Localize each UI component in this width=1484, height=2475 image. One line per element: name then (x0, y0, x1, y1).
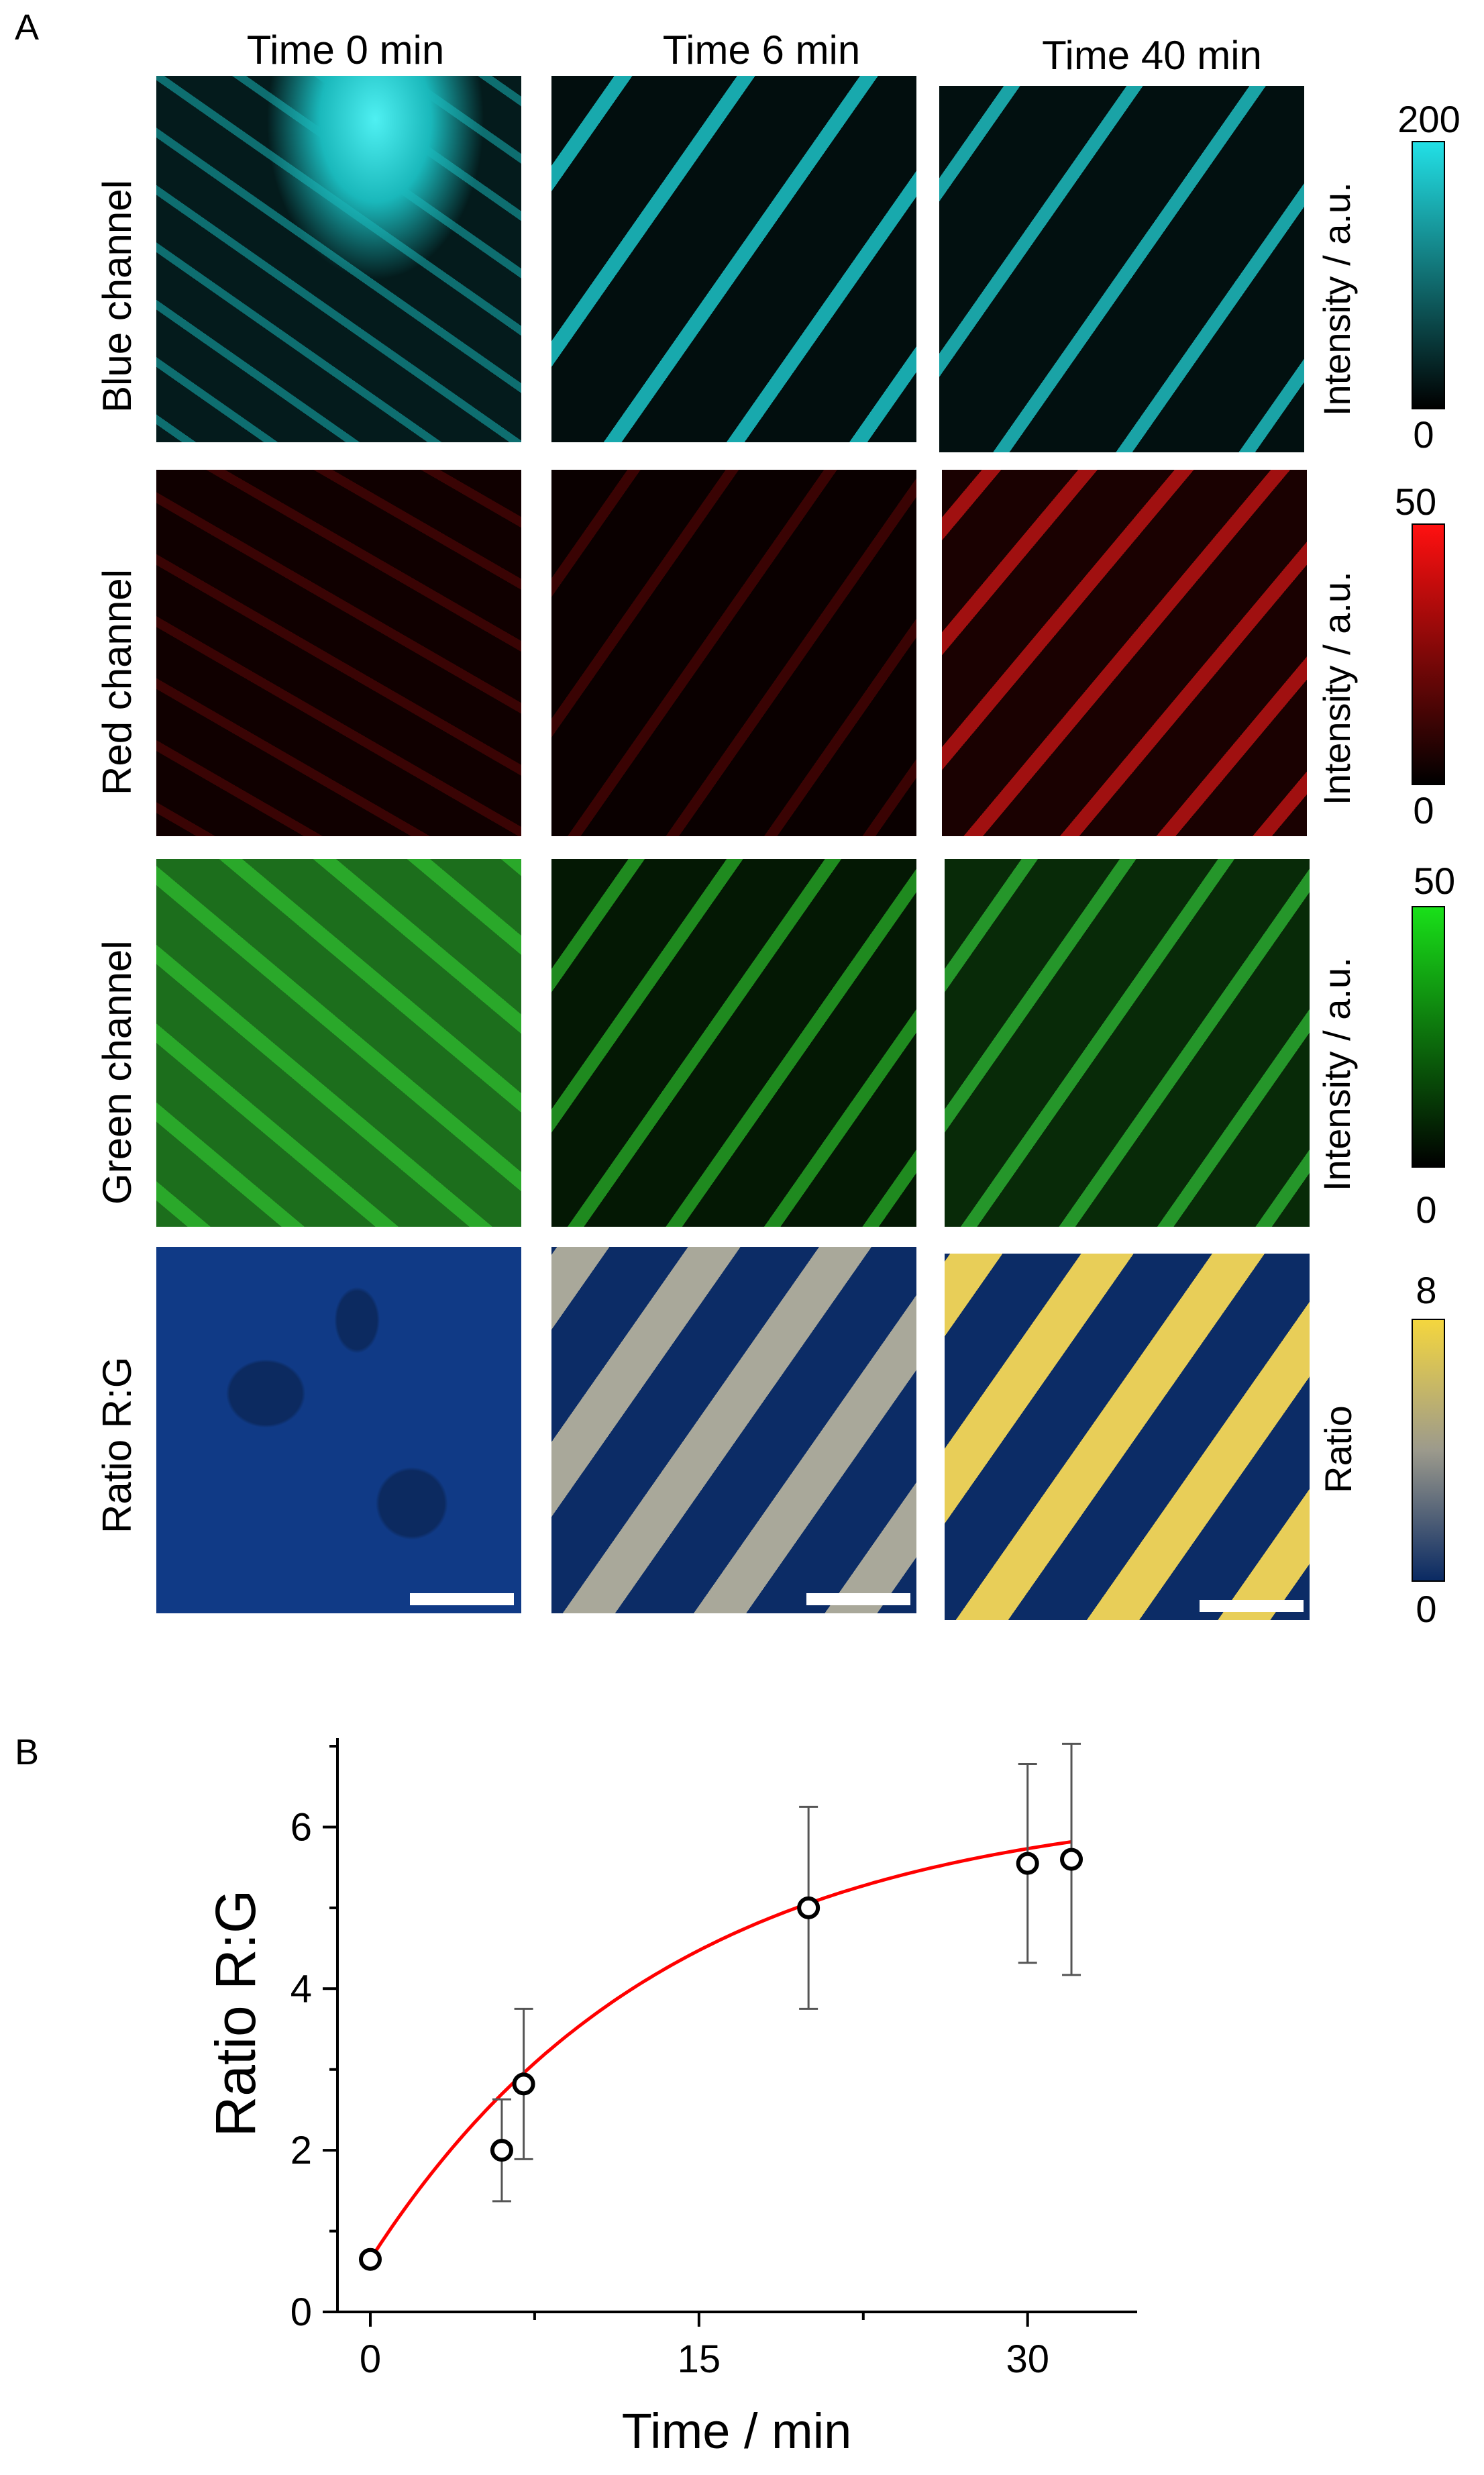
data-point (1060, 1848, 1083, 1871)
image-ratio-6min (551, 1247, 916, 1613)
image-green-0min (156, 859, 521, 1227)
image-red-40min (942, 470, 1307, 836)
colorbar-ratio (1412, 1319, 1445, 1582)
y-tick-label: 0 (290, 2290, 312, 2334)
colorbar-max-ratio: 8 (1416, 1269, 1437, 1311)
image-blue-6min (551, 76, 916, 442)
scale-bar (806, 1593, 910, 1605)
x-tick-label: 15 (678, 2337, 721, 2381)
colorbar-max-red: 50 (1394, 481, 1437, 523)
column-title-time-6: Time 6 min (662, 28, 861, 72)
panel-a-letter: A (15, 7, 40, 48)
colorbar-min-ratio: 0 (1416, 1588, 1437, 1630)
colorbar-max-blue: 200 (1397, 98, 1461, 140)
image-ratio-40min (945, 1254, 1310, 1620)
colorbar-blue (1412, 141, 1445, 409)
fit-curve (368, 1840, 1072, 2261)
x-axis-label: Time / min (622, 2403, 852, 2459)
y-tick-label: 4 (290, 1967, 312, 2011)
scale-bar (1200, 1600, 1304, 1612)
y-tick-label: 6 (290, 1805, 312, 1849)
image-red-0min (156, 470, 521, 836)
y-tick-label: 2 (290, 2129, 312, 2172)
colorbar-red (1412, 523, 1445, 785)
image-blue-40min (939, 86, 1304, 452)
panel-b-letter: B (15, 1732, 40, 1772)
data-point (358, 2247, 382, 2271)
data-point (797, 1896, 820, 1919)
image-red-6min (551, 470, 916, 836)
scale-bar (410, 1593, 514, 1605)
x-tick-label: 0 (360, 2337, 381, 2381)
data-point (1016, 1852, 1039, 1875)
colorbar-min-red: 0 (1413, 789, 1434, 831)
data-point (512, 2072, 535, 2096)
data-point (490, 2139, 513, 2162)
colorbar-green (1412, 906, 1445, 1168)
colorbar-min-blue: 0 (1413, 413, 1434, 456)
image-blue-0min (156, 76, 521, 442)
colorbar-max-green: 50 (1413, 860, 1456, 902)
image-green-40min (945, 859, 1310, 1227)
image-green-6min (551, 859, 916, 1227)
colorbar-min-green: 0 (1416, 1189, 1437, 1231)
column-title-time-40: Time 40 min (1042, 33, 1262, 78)
image-ratio-0min (156, 1247, 521, 1613)
column-title-time-0: Time 0 min (246, 28, 445, 72)
plot-area: 0 15 30 0 2 4 6 (290, 1738, 1137, 2381)
x-tick-label: 30 (1006, 2337, 1049, 2381)
y-axis-label: Ratio R:G (204, 1890, 267, 2137)
